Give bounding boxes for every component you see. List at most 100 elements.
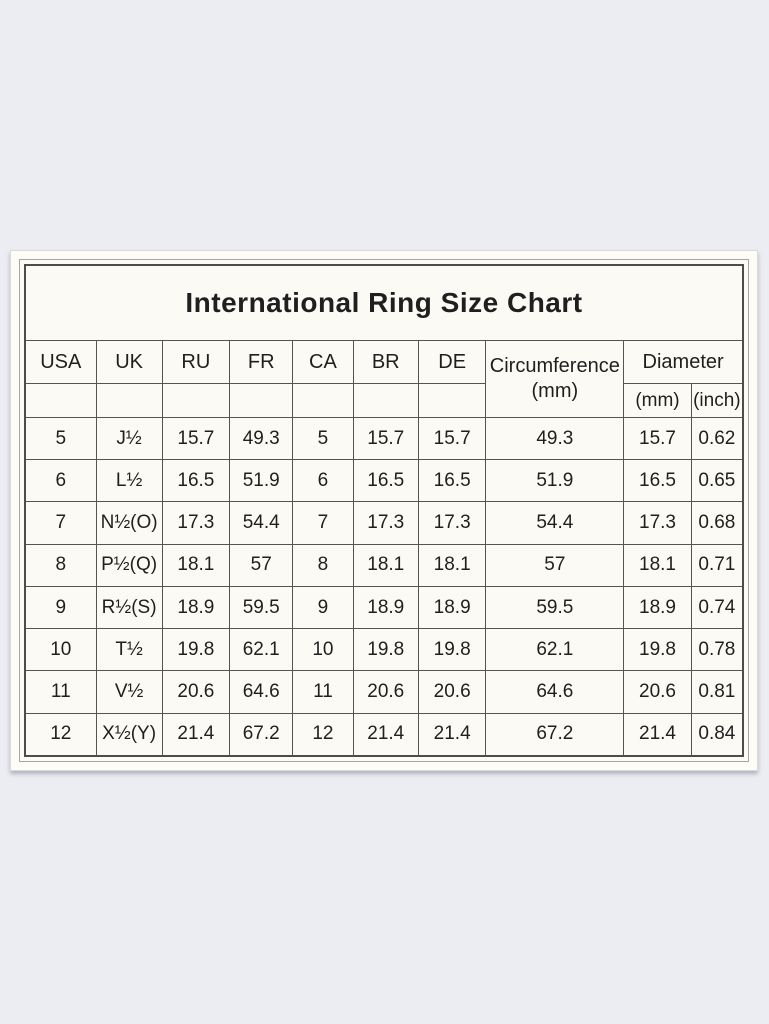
table-cell: 64.6 xyxy=(229,670,294,714)
table-cell: P½(Q) xyxy=(95,543,163,587)
table-cell: 51.9 xyxy=(229,459,294,503)
table-cell: 20.6 xyxy=(161,670,231,714)
table-cell: 49.3 xyxy=(229,416,294,461)
column-header-br: BR xyxy=(352,340,419,384)
table-cell: 51.9 xyxy=(485,459,625,503)
diameter-unit-inch: (inch) xyxy=(690,383,744,418)
table-cell: T½ xyxy=(95,628,163,672)
column-header-usa: USA xyxy=(24,340,97,384)
ring-size-table: International Ring Size Chart USA UK RU … xyxy=(24,264,744,757)
table-cell: 9 xyxy=(292,585,354,630)
table-cell: 15.7 xyxy=(161,416,231,461)
table-cell: 54.4 xyxy=(485,501,625,545)
table-cell: 21.4 xyxy=(352,712,419,757)
table-row: 6 L½ 16.5 51.9 6 16.5 16.5 51.9 16.5 0.65 xyxy=(24,459,744,503)
table-cell: 7 xyxy=(24,501,97,545)
table-cell: X½(Y) xyxy=(95,712,163,757)
table-cell: 6 xyxy=(24,459,97,503)
table-cell: 16.5 xyxy=(417,459,487,503)
table-cell: 11 xyxy=(24,670,97,714)
table-cell: 19.8 xyxy=(161,628,231,672)
table-cell: 10 xyxy=(24,628,97,672)
table-cell: 0.68 xyxy=(690,501,744,545)
diameter-unit-mm: (mm) xyxy=(623,383,692,418)
table-cell: 18.1 xyxy=(417,543,487,587)
table-cell: 18.1 xyxy=(352,543,419,587)
table-cell: V½ xyxy=(95,670,163,714)
table-cell: 8 xyxy=(24,543,97,587)
table-cell: 16.5 xyxy=(352,459,419,503)
table-cell: 54.4 xyxy=(229,501,294,545)
circumference-unit: (mm) xyxy=(531,380,579,402)
table-cell: 67.2 xyxy=(485,712,625,757)
circumference-label: Circumference xyxy=(489,355,620,377)
table-row: 11 V½ 20.6 64.6 11 20.6 20.6 64.6 20.6 0.81 xyxy=(24,670,744,714)
table-cell: 57 xyxy=(485,543,625,587)
table-cell: 18.9 xyxy=(623,585,692,630)
table-cell: 0.65 xyxy=(690,459,744,503)
table-cell: 20.6 xyxy=(623,670,692,714)
column-header-fr: FR xyxy=(229,340,294,384)
table-cell: 15.7 xyxy=(352,416,419,461)
table-cell: 62.1 xyxy=(229,628,294,672)
table-cell: 5 xyxy=(292,416,354,461)
table-cell: 6 xyxy=(292,459,354,503)
table-cell: 49.3 xyxy=(485,416,625,461)
table-cell: 20.6 xyxy=(417,670,487,714)
table-cell: 0.62 xyxy=(690,416,744,461)
table-cell: 21.4 xyxy=(417,712,487,757)
header-row-secondary: (mm) (inch) xyxy=(24,383,744,418)
table-cell: 62.1 xyxy=(485,628,625,672)
table-cell: 0.78 xyxy=(690,628,744,672)
table-cell: 9 xyxy=(24,585,97,630)
table-cell: 12 xyxy=(292,712,354,757)
ring-size-table-body: 5 J½ 15.7 49.3 5 15.7 15.7 49.3 15.7 0.62 6 L½ 16.5 5… xyxy=(24,416,744,757)
table-cell: 21.4 xyxy=(623,712,692,757)
table-row: 7 N½(O) 17.3 54.4 7 17.3 17.3 54.4 17.3 0.68 xyxy=(24,501,744,545)
column-header-diameter: Diameter xyxy=(623,340,744,384)
table-cell: 7 xyxy=(292,501,354,545)
table-cell: 20.6 xyxy=(352,670,419,714)
table-row: 8 P½(Q) 18.1 57 8 18.1 18.1 57 18.1 0.71 xyxy=(24,543,744,587)
column-header-ca: CA xyxy=(292,340,354,384)
table-cell: 0.74 xyxy=(690,585,744,630)
table-cell: 15.7 xyxy=(417,416,487,461)
header-row-primary: USA UK RU FR CA BR DE Circumference (mm)… xyxy=(24,340,744,418)
table-cell: 8 xyxy=(292,543,354,587)
table-cell: J½ xyxy=(95,416,163,461)
empty-header-cell xyxy=(24,383,97,418)
table-cell: 0.84 xyxy=(690,712,744,757)
table-cell: 19.8 xyxy=(623,628,692,672)
table-cell: 19.8 xyxy=(352,628,419,672)
table-cell: R½(S) xyxy=(95,585,163,630)
table-cell: 18.9 xyxy=(352,585,419,630)
table-cell: N½(O) xyxy=(95,501,163,545)
table-cell: 0.71 xyxy=(690,543,744,587)
title-row: International Ring Size Chart xyxy=(24,264,744,341)
table-row: 5 J½ 15.7 49.3 5 15.7 15.7 49.3 15.7 0.62 xyxy=(24,416,744,461)
table-row: 12 X½(Y) 21.4 67.2 12 21.4 21.4 67.2 21.4 0.84 xyxy=(24,712,744,757)
table-cell: 19.8 xyxy=(417,628,487,672)
table-cell: 17.3 xyxy=(352,501,419,545)
empty-header-cell xyxy=(292,383,354,418)
table-cell: 59.5 xyxy=(485,585,625,630)
table-cell: 18.1 xyxy=(161,543,231,587)
ring-size-chart-card: International Ring Size Chart USA UK RU … xyxy=(10,250,758,771)
empty-header-cell xyxy=(95,383,163,418)
column-header-ru: RU xyxy=(161,340,231,384)
table-cell: 18.9 xyxy=(161,585,231,630)
empty-header-cell xyxy=(417,383,487,418)
table-cell: L½ xyxy=(95,459,163,503)
table-cell: 17.3 xyxy=(161,501,231,545)
table-cell: 12 xyxy=(24,712,97,757)
table-row: 10 T½ 19.8 62.1 10 19.8 19.8 62.1 19.8 0.78 xyxy=(24,628,744,672)
table-cell: 67.2 xyxy=(229,712,294,757)
column-header-circumference: Circumference (mm) xyxy=(485,340,625,418)
table-cell: 15.7 xyxy=(623,416,692,461)
table-cell: 5 xyxy=(24,416,97,461)
table-cell: 16.5 xyxy=(161,459,231,503)
table-cell: 18.1 xyxy=(623,543,692,587)
table-row: 9 R½(S) 18.9 59.5 9 18.9 18.9 59.5 18.9 0.74 xyxy=(24,585,744,630)
table-cell: 17.3 xyxy=(417,501,487,545)
